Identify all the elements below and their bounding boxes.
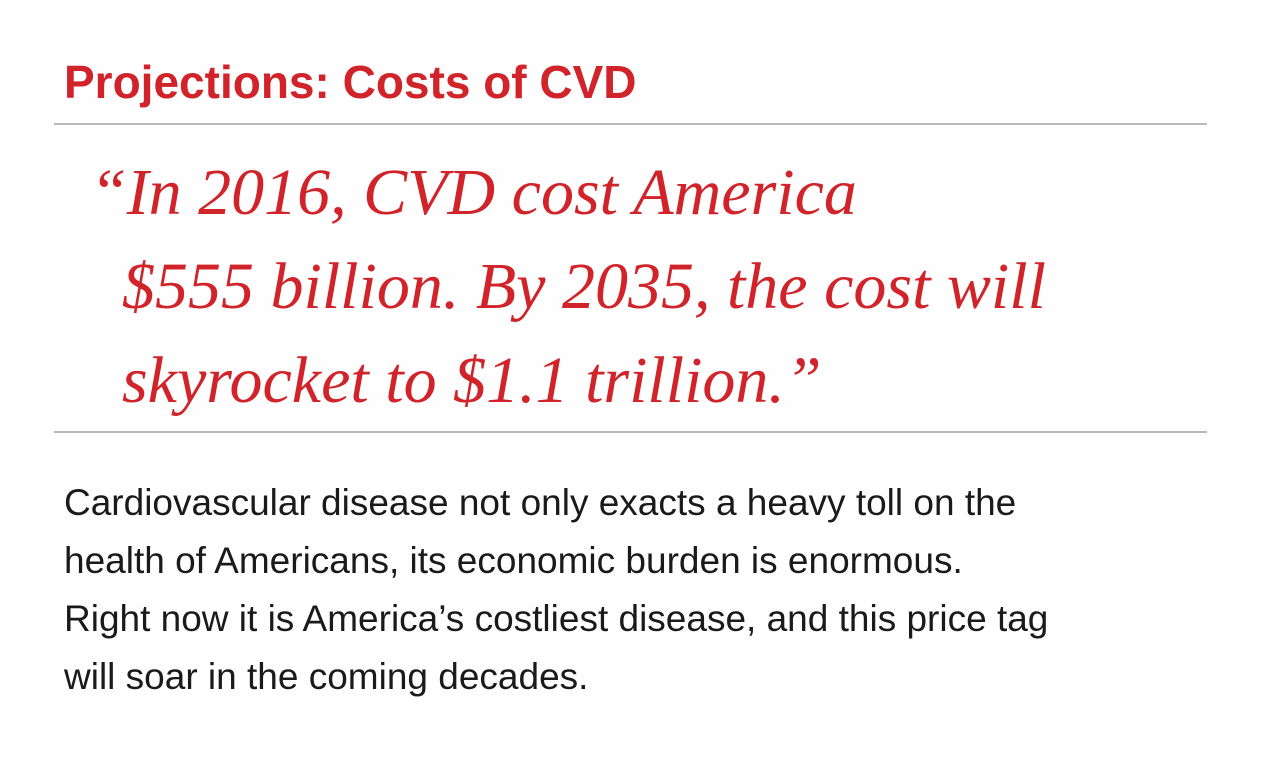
page-title: Projections: Costs of CVD xyxy=(64,56,637,108)
body-line: health of Americans, its economic burden… xyxy=(64,540,963,581)
quote-line: $555 billion. By 2035, the cost will xyxy=(122,250,1046,323)
top-divider xyxy=(54,123,1207,125)
body-line: Right now it is America’s costliest dise… xyxy=(64,598,1049,639)
quote-line: skyrocket to $1.1 trillion.” xyxy=(122,344,822,417)
quote-line: “In 2016, CVD cost America xyxy=(90,156,857,229)
body-line: will soar in the coming decades. xyxy=(64,656,589,697)
pull-quote: “In 2016, CVD cost America $555 billion.… xyxy=(90,146,1046,428)
body-line: Cardiovascular disease not only exacts a… xyxy=(64,482,1017,523)
body-paragraph: Cardiovascular disease not only exacts a… xyxy=(64,474,1244,706)
bottom-divider xyxy=(54,431,1207,433)
